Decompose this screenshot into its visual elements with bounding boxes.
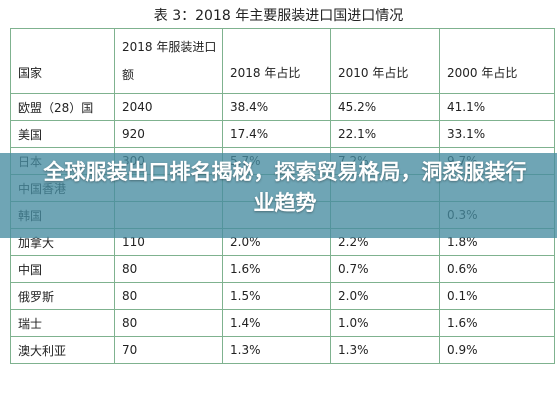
cell-share-2010: 45.2% bbox=[330, 93, 440, 121]
cell-country: 中国 bbox=[10, 255, 115, 283]
cell-share-2018: 17.4% bbox=[222, 120, 331, 148]
table-row: 中国 80 1.6% 0.7% 0.6% bbox=[10, 255, 555, 283]
cell-share-2018: 38.4% bbox=[222, 93, 331, 121]
banner-title: 全球服装出口排名揭秘，探索贸易格局，洞悉服装行业趋势 bbox=[43, 160, 527, 215]
cell-share-2018: 1.5% bbox=[222, 282, 331, 310]
cell-share-2010: 0.7% bbox=[330, 255, 440, 283]
header-share-2010: 2010 年占比 bbox=[330, 28, 440, 94]
table-row: 美国 920 17.4% 22.1% 33.1% bbox=[10, 120, 555, 148]
cell-share-2010: 1.0% bbox=[330, 309, 440, 337]
cell-share-2018: 1.6% bbox=[222, 255, 331, 283]
cell-country: 欧盟（28）国 bbox=[10, 93, 115, 121]
header-country: 国家 bbox=[10, 28, 115, 94]
cell-country: 俄罗斯 bbox=[10, 282, 115, 310]
table-row: 俄罗斯 80 1.5% 2.0% 0.1% bbox=[10, 282, 555, 310]
cell-share-2018: 1.4% bbox=[222, 309, 331, 337]
table-row: 瑞士 80 1.4% 1.0% 1.6% bbox=[10, 309, 555, 337]
header-share-2000: 2000 年占比 bbox=[439, 28, 555, 94]
title-banner bbox=[0, 153, 557, 238]
cell-country: 澳大利亚 bbox=[10, 336, 115, 364]
cell-share-2000: 41.1% bbox=[439, 93, 555, 121]
cell-share-2010: 2.0% bbox=[330, 282, 440, 310]
table-row: 欧盟（28）国 2040 38.4% 45.2% 41.1% bbox=[10, 93, 555, 121]
cell-country: 美国 bbox=[10, 120, 115, 148]
table-header-row: 国家 2018 年服装进口额 2018 年占比 2010 年占比 2000 年占… bbox=[10, 28, 555, 94]
cell-import-2018: 80 bbox=[114, 282, 223, 310]
cell-import-2018: 2040 bbox=[114, 93, 223, 121]
cell-share-2010: 22.1% bbox=[330, 120, 440, 148]
cell-share-2000: 0.1% bbox=[439, 282, 555, 310]
cell-import-2018: 920 bbox=[114, 120, 223, 148]
header-share-2018: 2018 年占比 bbox=[222, 28, 331, 94]
header-import-2018: 2018 年服装进口额 bbox=[114, 28, 223, 94]
cell-share-2000: 0.9% bbox=[439, 336, 555, 364]
cell-share-2000: 1.6% bbox=[439, 309, 555, 337]
cell-country: 瑞士 bbox=[10, 309, 115, 337]
table-caption: 表 3：2018 年主要服装进口国进口情况 bbox=[153, 8, 404, 24]
cell-share-2010: 1.3% bbox=[330, 336, 440, 364]
cell-share-2000: 0.6% bbox=[439, 255, 555, 283]
cell-share-2000: 33.1% bbox=[439, 120, 555, 148]
cell-import-2018: 80 bbox=[114, 309, 223, 337]
table-row: 澳大利亚 70 1.3% 1.3% 0.9% bbox=[10, 336, 555, 364]
cell-share-2018: 1.3% bbox=[222, 336, 331, 364]
cell-import-2018: 80 bbox=[114, 255, 223, 283]
cell-import-2018: 70 bbox=[114, 336, 223, 364]
